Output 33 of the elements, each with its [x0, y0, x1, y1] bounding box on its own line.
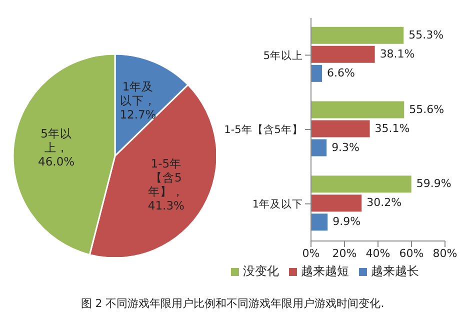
- legend-label: 没变化: [243, 264, 279, 278]
- bar: [311, 26, 404, 44]
- data-label: 55.6%: [409, 102, 444, 116]
- bar: [311, 194, 362, 212]
- caption: 图 2 不同游戏年限用户比例和不同游戏年限用户游戏时间变化.: [80, 296, 386, 311]
- bar: [311, 139, 327, 156]
- x-tick-label: 0%: [302, 246, 320, 260]
- y-tick-label: 1年及以下: [252, 198, 303, 211]
- slice-label: 5年以上，46.0%: [38, 126, 75, 169]
- data-label: 9.3%: [332, 140, 360, 154]
- data-label: 38.1%: [380, 47, 415, 60]
- bar: [311, 176, 412, 193]
- bar: [311, 64, 322, 82]
- data-label: 59.9%: [416, 177, 452, 190]
- x-tick-label: 40%: [366, 246, 390, 260]
- bar: [311, 46, 375, 63]
- x-tick-label: 20%: [332, 246, 357, 260]
- x-tick-label: 60%: [399, 246, 424, 260]
- data-label: 6.6%: [327, 66, 356, 80]
- bar: [311, 120, 370, 138]
- slice-label: 1-5年【含5年】，41.3%: [148, 156, 185, 213]
- data-label: 55.3%: [408, 28, 444, 42]
- y-tick-label: 5年以上: [263, 48, 303, 62]
- legend-label: 越来越短: [301, 264, 349, 278]
- slice-label: 1年及以下，12.7%: [120, 80, 156, 122]
- legend-label: 越来越长: [371, 264, 419, 278]
- data-label: 30.2%: [366, 196, 402, 210]
- bar: [311, 101, 404, 118]
- bar: [311, 214, 328, 231]
- x-tick-label: 80%: [432, 246, 458, 260]
- data-label: 35.1%: [374, 122, 410, 135]
- data-label: 9.9%: [332, 215, 361, 228]
- y-tick-label: 1-5年【含5年】: [224, 123, 303, 136]
